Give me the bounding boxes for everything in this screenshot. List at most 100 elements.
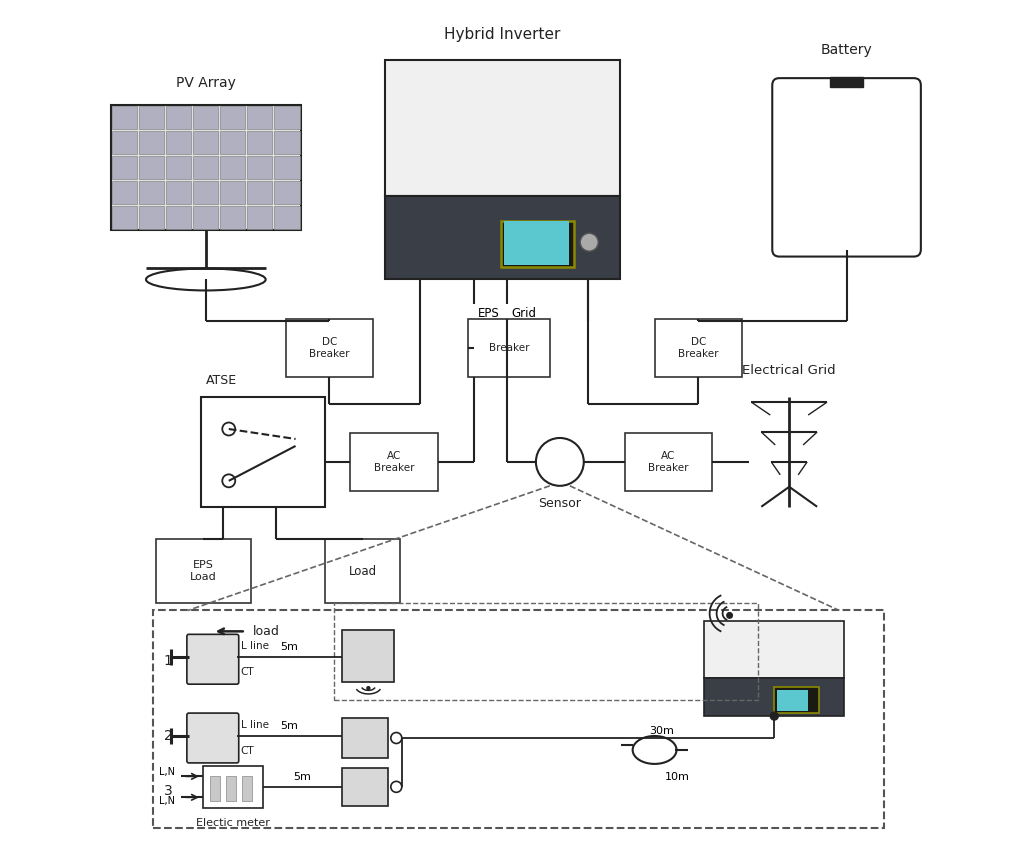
Circle shape bbox=[391, 782, 402, 792]
Text: DC
Breaker: DC Breaker bbox=[679, 338, 719, 359]
Text: Sensor: Sensor bbox=[538, 497, 582, 509]
Text: Electrical Grid: Electrical Grid bbox=[742, 364, 836, 377]
FancyBboxPatch shape bbox=[201, 397, 325, 507]
Bar bbox=[193, 155, 218, 179]
Text: L,N: L,N bbox=[159, 796, 175, 807]
Bar bbox=[139, 180, 165, 204]
Circle shape bbox=[222, 474, 235, 487]
Bar bbox=[220, 205, 245, 228]
Text: CT: CT bbox=[240, 667, 255, 677]
FancyBboxPatch shape bbox=[342, 631, 394, 682]
Text: DC
Breaker: DC Breaker bbox=[309, 338, 349, 359]
Bar bbox=[167, 131, 191, 154]
Text: Load: Load bbox=[348, 564, 377, 577]
Text: Breaker: Breaker bbox=[489, 344, 529, 353]
Circle shape bbox=[536, 438, 584, 486]
Text: 3: 3 bbox=[164, 783, 173, 798]
FancyBboxPatch shape bbox=[187, 634, 238, 684]
Bar bbox=[830, 77, 863, 87]
Bar bbox=[275, 205, 300, 228]
Bar bbox=[247, 205, 273, 228]
FancyBboxPatch shape bbox=[156, 539, 250, 603]
Bar bbox=[112, 106, 137, 129]
Bar bbox=[220, 131, 245, 154]
Bar bbox=[193, 131, 218, 154]
Bar bbox=[247, 155, 273, 179]
Text: 2: 2 bbox=[164, 729, 173, 743]
FancyBboxPatch shape bbox=[504, 222, 569, 265]
Bar bbox=[193, 205, 218, 228]
FancyBboxPatch shape bbox=[654, 320, 742, 377]
Bar bbox=[193, 106, 218, 129]
Text: EPS
Load: EPS Load bbox=[190, 560, 217, 582]
FancyBboxPatch shape bbox=[350, 433, 438, 490]
Ellipse shape bbox=[146, 269, 266, 290]
Text: 5m: 5m bbox=[281, 642, 299, 652]
FancyBboxPatch shape bbox=[501, 222, 574, 267]
Circle shape bbox=[771, 712, 779, 720]
Text: L line: L line bbox=[240, 642, 269, 651]
Bar bbox=[167, 180, 191, 204]
Bar bbox=[247, 106, 273, 129]
Text: Electic meter: Electic meter bbox=[196, 818, 270, 828]
Bar bbox=[112, 205, 137, 228]
Text: PV Array: PV Array bbox=[176, 76, 235, 90]
FancyBboxPatch shape bbox=[342, 768, 388, 806]
Bar bbox=[220, 180, 245, 204]
Text: L line: L line bbox=[240, 720, 269, 730]
FancyBboxPatch shape bbox=[187, 713, 238, 763]
Bar bbox=[139, 106, 165, 129]
Bar bbox=[275, 155, 300, 179]
Text: Hybrid Inverter: Hybrid Inverter bbox=[444, 27, 561, 42]
Circle shape bbox=[367, 686, 371, 691]
Bar bbox=[275, 131, 300, 154]
FancyBboxPatch shape bbox=[704, 621, 844, 679]
Bar bbox=[210, 776, 220, 801]
FancyBboxPatch shape bbox=[203, 766, 263, 807]
Text: 5m: 5m bbox=[294, 772, 311, 782]
FancyBboxPatch shape bbox=[342, 718, 388, 758]
Text: CT: CT bbox=[240, 746, 255, 756]
Text: 1: 1 bbox=[164, 655, 173, 668]
Bar bbox=[167, 205, 191, 228]
Text: load: load bbox=[252, 624, 280, 638]
Circle shape bbox=[580, 234, 598, 251]
Bar bbox=[193, 180, 218, 204]
Bar bbox=[247, 180, 273, 204]
Text: ATSE: ATSE bbox=[206, 375, 237, 387]
Bar bbox=[112, 180, 137, 204]
FancyBboxPatch shape bbox=[773, 78, 921, 257]
Bar bbox=[247, 131, 273, 154]
Text: Battery: Battery bbox=[821, 43, 873, 58]
Text: AC
Breaker: AC Breaker bbox=[374, 451, 414, 472]
FancyBboxPatch shape bbox=[153, 611, 884, 828]
FancyBboxPatch shape bbox=[386, 60, 620, 196]
Bar bbox=[139, 205, 165, 228]
Bar bbox=[112, 155, 137, 179]
Text: 5m: 5m bbox=[281, 721, 299, 731]
Text: 10m: 10m bbox=[665, 772, 690, 782]
FancyBboxPatch shape bbox=[624, 433, 712, 490]
FancyBboxPatch shape bbox=[286, 320, 374, 377]
FancyBboxPatch shape bbox=[777, 691, 808, 711]
Circle shape bbox=[391, 733, 402, 744]
Bar bbox=[112, 131, 137, 154]
Text: L,N: L,N bbox=[159, 767, 175, 777]
Text: AC
Breaker: AC Breaker bbox=[648, 451, 689, 472]
Circle shape bbox=[727, 612, 732, 618]
Text: EPS: EPS bbox=[479, 308, 500, 320]
Bar bbox=[241, 776, 251, 801]
Bar bbox=[220, 155, 245, 179]
Bar bbox=[167, 155, 191, 179]
Bar bbox=[167, 106, 191, 129]
Circle shape bbox=[222, 423, 235, 436]
FancyBboxPatch shape bbox=[704, 679, 844, 716]
Bar bbox=[139, 131, 165, 154]
Bar bbox=[139, 155, 165, 179]
Bar bbox=[226, 776, 235, 801]
Text: Grid: Grid bbox=[511, 308, 536, 320]
Bar bbox=[275, 106, 300, 129]
FancyBboxPatch shape bbox=[775, 686, 819, 713]
Bar bbox=[220, 106, 245, 129]
FancyBboxPatch shape bbox=[468, 320, 549, 377]
